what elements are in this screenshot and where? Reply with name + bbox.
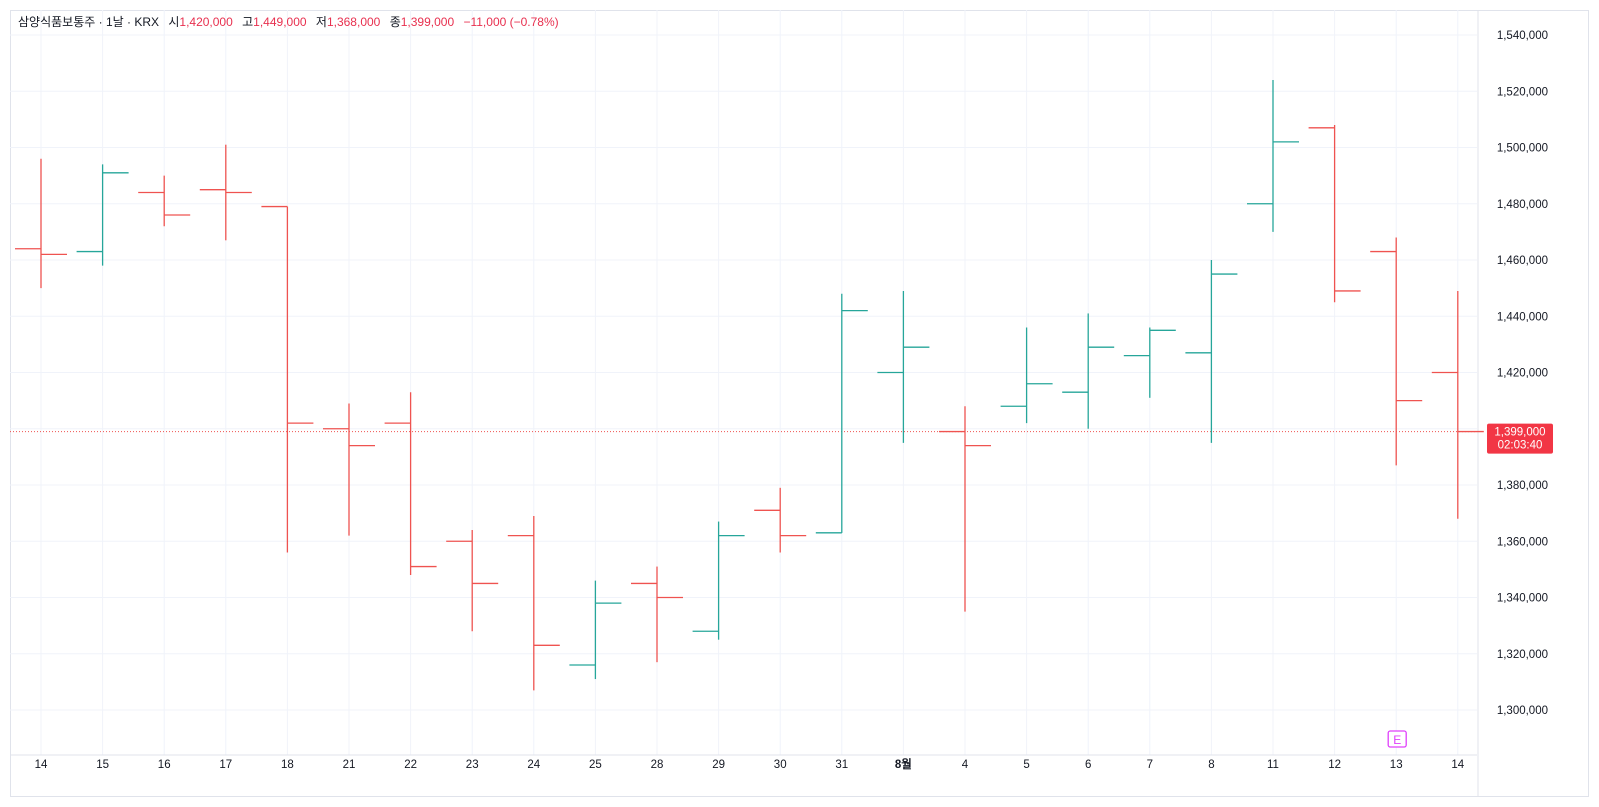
ohlc-bar[interactable] xyxy=(1000,327,1053,424)
x-tick-label: 18 xyxy=(281,759,294,771)
close-value: 1,399,000 xyxy=(400,15,455,29)
y-tick-label: 1,440,000 xyxy=(1497,311,1548,323)
x-tick-label: 21 xyxy=(343,759,356,771)
ohlc-bar[interactable] xyxy=(1370,237,1423,466)
ohlc-bar[interactable] xyxy=(199,144,252,241)
x-tick-label: 31 xyxy=(835,759,848,771)
x-tick-label: 14 xyxy=(35,759,48,771)
high-value: 1,449,000 xyxy=(253,15,307,29)
x-tick-label: 12 xyxy=(1328,759,1341,771)
x-tick-label: 22 xyxy=(404,759,417,771)
ohlc-bar[interactable] xyxy=(323,403,375,536)
ohlc-bar[interactable] xyxy=(877,290,930,443)
ohlc-bar[interactable] xyxy=(1185,260,1238,443)
high-label: 고 xyxy=(242,15,254,29)
x-tick-label: 28 xyxy=(651,759,664,771)
ohlc-bar[interactable] xyxy=(754,487,807,553)
x-tick-label: 6 xyxy=(1085,759,1091,771)
ohlc-bar[interactable] xyxy=(815,293,868,534)
close-label: 종 xyxy=(389,15,401,29)
low-value: 1,368,000 xyxy=(326,15,381,29)
x-tick-label: 13 xyxy=(1390,759,1403,771)
x-tick-label: 25 xyxy=(589,759,602,771)
price-tag-value: 1,399,000 xyxy=(1494,427,1545,439)
y-tick-label: 1,340,000 xyxy=(1497,593,1548,605)
x-tick-label: 4 xyxy=(962,759,969,771)
ohlc-bar[interactable] xyxy=(1308,125,1361,303)
y-tick-label: 1,480,000 xyxy=(1497,199,1548,211)
y-tick-label: 1,420,000 xyxy=(1497,368,1548,380)
y-tick-label: 1,500,000 xyxy=(1497,143,1548,155)
ohlc-legend: 삼양식품보통주 · 1날 · KRX 시1,420,000 고1,449,000… xyxy=(18,13,559,30)
ohlc-bar[interactable] xyxy=(692,521,745,640)
ohlc-bar[interactable] xyxy=(261,205,314,553)
ohlc-bar[interactable] xyxy=(384,392,437,575)
x-tick-label: 15 xyxy=(96,759,109,771)
earnings-marker-label: E xyxy=(1393,733,1401,747)
chart-frame xyxy=(10,10,1589,797)
change-value: −11,000 (−0.78%) xyxy=(463,15,559,29)
ohlc-bar[interactable] xyxy=(507,515,560,691)
y-tick-label: 1,380,000 xyxy=(1497,480,1548,492)
x-tick-label: 11 xyxy=(1267,759,1279,771)
low-label: 저 xyxy=(315,15,327,29)
ohlc-bar[interactable] xyxy=(138,175,191,227)
ohlc-bar[interactable] xyxy=(76,164,129,266)
ohlc-bar[interactable] xyxy=(1431,290,1484,519)
x-tick-label: 8월 xyxy=(895,757,912,771)
ohlc-bar[interactable] xyxy=(631,566,683,663)
ohlc-bar[interactable] xyxy=(15,158,67,289)
y-tick-label: 1,460,000 xyxy=(1497,255,1548,267)
open-label: 시 xyxy=(168,15,180,29)
x-tick-label: 16 xyxy=(158,759,171,771)
ohlc-bar[interactable] xyxy=(1123,327,1176,398)
y-tick-label: 1,300,000 xyxy=(1497,705,1548,717)
x-tick-label: 29 xyxy=(712,759,725,771)
y-tick-label: 1,320,000 xyxy=(1497,649,1548,661)
ohlc-bar[interactable] xyxy=(939,406,991,612)
earnings-marker-icon[interactable] xyxy=(1387,730,1407,748)
ohlc-bar[interactable] xyxy=(1247,80,1299,232)
ohlc-bar[interactable] xyxy=(446,530,499,632)
x-tick-label: 14 xyxy=(1451,759,1464,771)
price-tag-bg xyxy=(1487,423,1553,454)
ohlc-bar[interactable] xyxy=(569,580,622,680)
x-tick-label: 5 xyxy=(1023,759,1029,771)
symbol-title[interactable]: 삼양식품보통주 · 1날 · KRX xyxy=(18,15,159,29)
x-tick-label: 30 xyxy=(774,759,787,771)
x-tick-label: 24 xyxy=(527,759,540,771)
price-tag-countdown: 02:03:40 xyxy=(1498,440,1543,452)
open-value: 1,420,000 xyxy=(179,15,233,29)
x-tick-label: 23 xyxy=(466,759,479,771)
x-tick-label: 7 xyxy=(1147,759,1153,771)
x-tick-label: 8 xyxy=(1208,759,1214,771)
y-tick-label: 1,540,000 xyxy=(1497,30,1548,42)
y-tick-label: 1,360,000 xyxy=(1497,536,1548,548)
ohlc-bar[interactable] xyxy=(1062,313,1115,429)
y-tick-label: 1,520,000 xyxy=(1497,86,1548,98)
x-tick-label: 17 xyxy=(219,759,232,771)
